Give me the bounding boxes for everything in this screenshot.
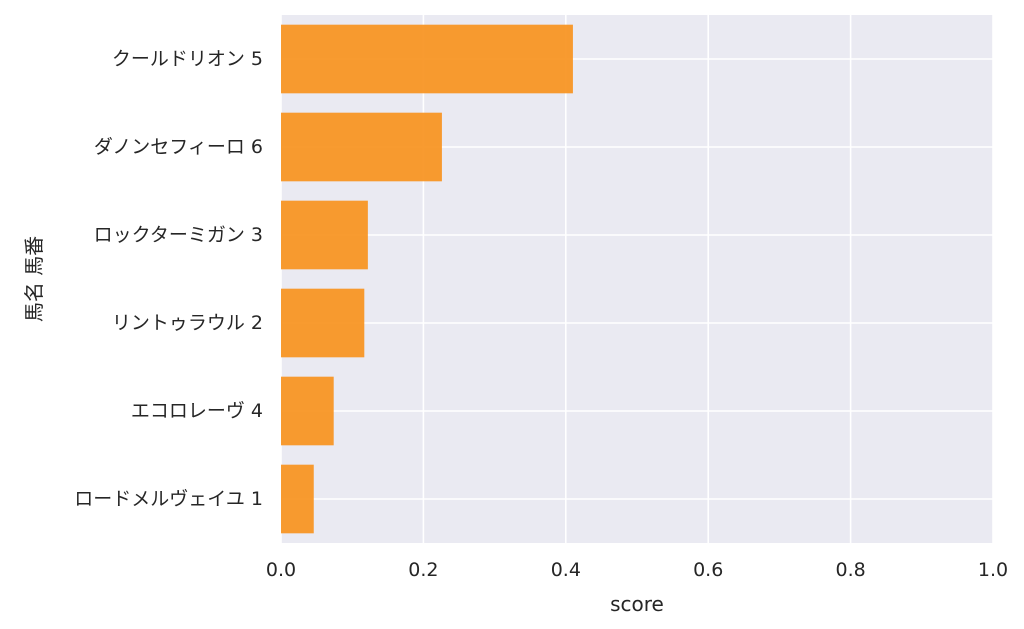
x-tick-labels: 0.0 0.2 0.4 0.6 0.8 1.0 [266,559,1008,581]
x-tick-label: 0.2 [408,559,438,581]
y-axis-title: 馬名 馬番 [22,236,46,322]
bar [281,288,365,358]
bar [281,24,573,94]
bar [281,464,314,534]
bar [281,112,442,182]
category-label: エコロレーヴ 4 [131,400,263,422]
category-label: ロックターミガン 3 [94,224,263,246]
x-tick-label: 0.6 [693,559,723,581]
category-labels: クールドリオン 5 ダノンセフィーロ 6 ロックターミガン 3 リントゥラウル 2 エコ… [74,48,263,510]
bar [281,200,368,270]
x-tick-label: 0.0 [266,559,296,581]
bar [281,376,334,446]
category-label: ロードメルヴェイユ 1 [74,488,263,510]
x-axis-title: score [610,592,664,616]
x-tick-label: 0.8 [835,559,865,581]
x-tick-label: 0.4 [551,559,581,581]
x-tick-label: 1.0 [978,559,1008,581]
category-label: リントゥラウル 2 [112,312,263,334]
category-label: クールドリオン 5 [112,48,263,70]
plot-area [281,15,993,543]
bars [281,24,573,534]
category-label: ダノンセフィーロ 6 [94,136,263,158]
